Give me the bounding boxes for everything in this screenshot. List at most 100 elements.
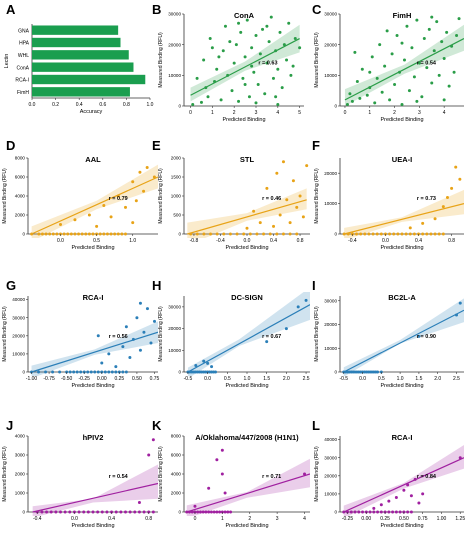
- data-point: [402, 58, 406, 62]
- correlation-label: r = 0.71: [262, 474, 281, 480]
- data-point: [415, 99, 419, 103]
- data-point: [437, 232, 441, 236]
- x-tick-label: 1.5: [263, 376, 270, 382]
- data-point: [77, 232, 81, 236]
- data-point: [376, 510, 380, 514]
- y-axis-label: Measured Binding (RFU): [2, 446, 8, 502]
- panel-g: G -1.00 -0.75 -0.50 -0.25 0.00 0.25 0.50 0.75 0 10…: [2, 278, 160, 389]
- data-point: [110, 370, 114, 374]
- y-axis-label: Measured Binding (RFU): [158, 32, 164, 88]
- y-tick-label: 8000: [15, 156, 26, 161]
- data-point: [355, 232, 359, 236]
- confidence-band: [186, 458, 310, 516]
- y-tick-label: 2000: [15, 213, 26, 218]
- data-point: [372, 510, 376, 514]
- x-tick-label: -1.00: [26, 376, 38, 382]
- y-tick-label: 0: [22, 370, 25, 375]
- data-point: [40, 510, 44, 514]
- panel-letter: G: [6, 278, 16, 293]
- panel-letter: B: [152, 2, 161, 17]
- data-point: [124, 325, 128, 329]
- data-point: [371, 232, 375, 236]
- data-point: [358, 96, 362, 100]
- data-point: [368, 86, 372, 90]
- x-tick-label: 2: [233, 110, 236, 116]
- y-tick-label: 30000: [168, 12, 181, 17]
- data-point: [421, 232, 425, 236]
- category-label: ConA: [16, 65, 29, 71]
- y-tick-label: 1000: [171, 194, 182, 199]
- x-tick-label: 0: [189, 110, 192, 116]
- x-tick-label: 0.5: [93, 238, 100, 244]
- data-point: [409, 494, 413, 498]
- data-point: [187, 510, 191, 514]
- y-tick-label: 0: [178, 232, 181, 237]
- data-point: [447, 84, 451, 88]
- y-axis-label: Measured Binding (RFU): [158, 306, 164, 362]
- plot-area: [30, 301, 158, 376]
- data-point: [215, 510, 219, 514]
- data-point: [394, 496, 398, 500]
- data-point: [379, 510, 383, 514]
- data-point: [275, 232, 279, 236]
- data-point: [280, 86, 284, 90]
- data-point: [151, 438, 155, 442]
- data-point: [265, 61, 269, 65]
- data-point: [296, 305, 300, 309]
- y-tick-label: 30000: [324, 298, 337, 303]
- data-point: [198, 510, 202, 514]
- x-axis-label: Predicted Binding: [380, 245, 423, 251]
- data-point: [404, 232, 408, 236]
- plot-area: [190, 15, 302, 106]
- data-point: [305, 164, 309, 168]
- data-point: [250, 64, 254, 68]
- data-point: [209, 510, 213, 514]
- data-point: [406, 483, 410, 487]
- data-point: [380, 90, 384, 94]
- x-tick-label: 2.0: [434, 376, 441, 382]
- data-point: [353, 510, 357, 514]
- data-point: [96, 370, 100, 374]
- data-point: [252, 70, 256, 74]
- panel-title: STL: [240, 155, 255, 164]
- data-point: [250, 46, 254, 50]
- data-point: [346, 232, 350, 236]
- confidence-band: [343, 445, 464, 516]
- data-point: [407, 89, 411, 93]
- y-tick-label: 6000: [171, 453, 182, 458]
- data-point: [274, 95, 278, 99]
- data-point: [406, 510, 410, 514]
- y-tick-label: 40000: [12, 297, 25, 302]
- y-tick-label: 20000: [324, 322, 337, 327]
- x-tick-label: -0.5: [184, 376, 193, 382]
- data-point: [379, 232, 383, 236]
- y-tick-label: 2000: [15, 472, 26, 477]
- x-tick-label: 1: [221, 516, 224, 522]
- data-point: [278, 213, 282, 217]
- data-point: [102, 232, 106, 236]
- data-point: [37, 370, 41, 374]
- panel-c: C 0 1 2 3 4 0 10000 20000 30000 Predicted Binding M…: [312, 2, 464, 123]
- data-point: [237, 21, 241, 25]
- data-point: [368, 510, 372, 514]
- panel-b: B 0 1 2 3 4 5 0 10000 20000 30000 Predicted Binding…: [152, 2, 304, 123]
- data-point: [278, 30, 282, 34]
- data-point: [120, 232, 124, 236]
- panel-title: UEA-I: [392, 155, 412, 164]
- x-tick-label: -0.5: [339, 376, 348, 382]
- x-axis-label: Predicted Binding: [71, 245, 114, 251]
- data-point: [137, 501, 141, 504]
- y-axis-label: Measured Binding (RFU): [158, 446, 164, 502]
- regression-line: [187, 199, 307, 235]
- data-point: [58, 370, 62, 374]
- x-axis-label: Predicted Binding: [380, 383, 423, 389]
- data-point: [441, 232, 445, 236]
- data-point: [213, 79, 217, 83]
- data-point: [274, 49, 278, 53]
- data-point: [241, 76, 245, 80]
- x-tick-label: 0.0: [382, 238, 389, 244]
- panel-f: F -0.4 0.0 0.4 0.8 0 10000 20000 Predicted Bindi…: [312, 138, 464, 251]
- data-point: [138, 348, 142, 352]
- y-tick-label: 10000: [168, 73, 181, 78]
- correlation-label: r = 0.63: [258, 61, 277, 67]
